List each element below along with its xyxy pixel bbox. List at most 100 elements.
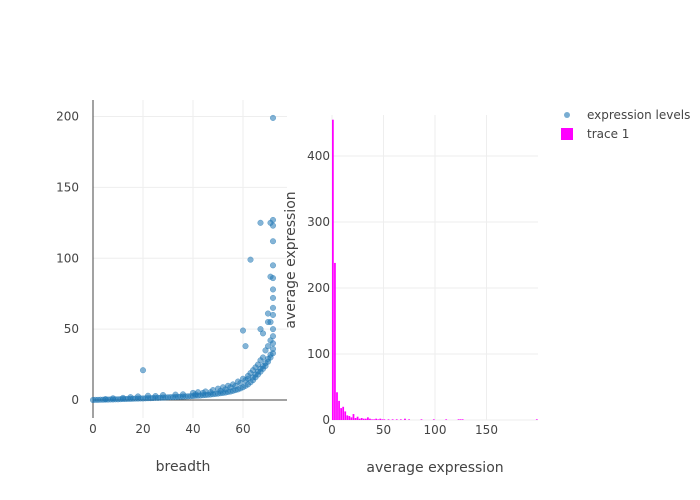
histogram-bar	[408, 419, 410, 420]
scatter-point	[257, 219, 264, 226]
scatter-point	[264, 343, 272, 350]
histogram-bar	[340, 408, 342, 420]
histogram-bar	[420, 419, 423, 420]
scatter-x-tick-label: 0	[89, 422, 97, 436]
scatter-point	[267, 273, 274, 280]
histogram-bar	[371, 419, 373, 420]
scatter-point	[144, 392, 152, 399]
scatter-point	[179, 391, 187, 398]
histogram-bar	[350, 417, 353, 420]
histogram-bar	[373, 419, 375, 420]
scatter-y-tick-label: 150	[56, 180, 79, 194]
scatter-y-tick-label: 200	[56, 110, 79, 124]
scatter-x-tick-label: 40	[185, 422, 200, 436]
scatter-point	[269, 304, 277, 311]
histogram-bar	[360, 418, 363, 420]
scatter-point	[222, 386, 229, 393]
scatter-point	[227, 384, 234, 391]
histogram-y-tick-label: 0	[322, 413, 330, 427]
scatter-point	[109, 395, 117, 402]
scatter-point	[192, 391, 199, 398]
scatter-point	[152, 392, 159, 400]
scatter-point	[269, 345, 277, 353]
histogram-y-tick-label: 100	[307, 347, 330, 361]
histogram-bar	[358, 418, 361, 420]
scatter-point	[199, 389, 207, 396]
histogram-bar	[367, 417, 369, 420]
histogram-bar	[354, 418, 357, 420]
histogram-bar	[387, 419, 390, 420]
histogram-bar	[356, 416, 359, 420]
histogram-bar	[399, 419, 402, 420]
scatter-point	[269, 286, 277, 293]
scatter-point	[139, 367, 147, 374]
histogram-bar	[432, 419, 435, 420]
histogram-bar	[377, 419, 380, 420]
scatter-point	[242, 343, 249, 350]
scatter-point	[269, 311, 277, 319]
scatter-point	[264, 310, 272, 317]
histogram-bar	[381, 419, 384, 420]
histogram-bar	[346, 415, 349, 420]
histogram-x-tick-label: 100	[424, 423, 447, 437]
histogram-bar	[336, 392, 338, 420]
scatter-y-tick-label: 50	[64, 322, 79, 336]
scatter-y-tick-label: 0	[71, 393, 79, 407]
histogram-x-tick-label: 0	[328, 423, 336, 437]
histogram-x-axis-title: average expression	[366, 460, 503, 476]
histogram-y-tick-label: 200	[307, 281, 330, 295]
scatter-point	[269, 114, 277, 121]
histogram-bar	[461, 419, 464, 420]
histogram-panel: 0 50 100 150 0 100 200 300 400 average expression	[307, 115, 538, 476]
scatter-point	[127, 394, 134, 401]
scatter-point	[239, 327, 247, 334]
legend-label: expression levels	[587, 108, 690, 122]
histogram-bar	[459, 419, 462, 420]
scatter-point	[244, 375, 252, 382]
legend[interactable]: expression levels trace 1	[561, 108, 690, 141]
histogram-bar	[344, 411, 347, 420]
scatter-point	[217, 387, 224, 394]
scatter-point	[172, 391, 179, 398]
scatter-point	[269, 262, 277, 269]
histogram-bar	[364, 418, 367, 420]
scatter-point	[259, 354, 267, 361]
scatter-x-tick-label: 60	[235, 422, 250, 436]
legend-item[interactable]: expression levels	[564, 108, 690, 122]
scatter-point	[264, 318, 272, 326]
histogram-bar	[362, 418, 365, 420]
legend-marker-icon	[564, 112, 570, 118]
legend-label: trace 1	[587, 127, 629, 141]
histogram-bar	[348, 416, 351, 420]
histogram-bar	[391, 419, 394, 420]
scatter-point	[269, 294, 277, 301]
scatter-y-tick-label: 100	[56, 251, 79, 265]
histogram-bar	[445, 419, 448, 420]
histogram-bar	[395, 419, 398, 420]
scatter-point	[267, 351, 274, 358]
histogram-bar	[379, 418, 382, 420]
scatter-point	[237, 379, 244, 387]
histogram-bar	[404, 418, 406, 420]
histogram-bar	[334, 262, 336, 420]
histogram-bar	[352, 414, 355, 420]
scatter-panel: 0 20 40 60 0 50 100 150 200 breadth average expres…	[56, 100, 299, 475]
scatter-point	[269, 216, 277, 224]
scatter-point	[134, 393, 142, 400]
histogram-bar	[369, 418, 371, 420]
histogram-bar	[342, 406, 345, 420]
histogram-x-tick-label: 50	[376, 423, 391, 437]
histogram-y-tick-label: 400	[307, 149, 330, 163]
scatter-point	[269, 333, 277, 340]
histogram-bar	[375, 418, 378, 420]
scatter-point	[159, 391, 167, 399]
scatter-x-tick-label: 20	[135, 422, 150, 436]
legend-item[interactable]: trace 1	[561, 127, 629, 141]
scatter-point	[269, 238, 277, 245]
histogram-bar	[332, 119, 334, 420]
scatter-point	[247, 256, 254, 263]
scatter-point	[207, 389, 214, 396]
scatter-point	[232, 382, 239, 389]
